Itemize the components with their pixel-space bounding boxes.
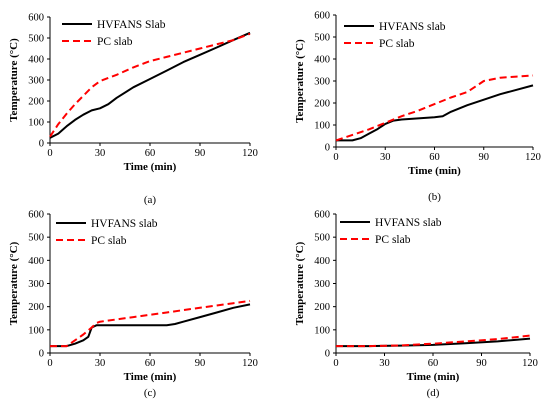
y-axis-title: Temperature (°C) <box>8 241 20 325</box>
y-tick-label: 100 <box>28 118 44 129</box>
x-tick-label: 120 <box>242 358 258 369</box>
y-tick-label: 0 <box>39 139 44 150</box>
legend: HVFANS slab PC slab <box>56 218 158 247</box>
x-tick-label: 60 <box>145 358 156 369</box>
y-tick-label: 400 <box>314 256 330 267</box>
series-line-hvfans <box>49 31 251 139</box>
y-tick-label: 600 <box>314 210 330 221</box>
y-tick-label: 300 <box>28 279 44 290</box>
x-tick-label: 120 <box>522 358 538 369</box>
chart-panel-c: 0 100 200 300 400 500 600 0 30 60 90 120 Time (min) T… <box>8 210 258 400</box>
x-tick-label: 0 <box>47 148 52 159</box>
chart-panel-a: 0 100 200 300 400 500 600 0 30 60 90 120 Time (min) T… <box>8 13 258 207</box>
y-tick-label: 400 <box>28 55 44 66</box>
y-tick-label: 400 <box>314 55 330 66</box>
y-tick-label: 500 <box>314 233 330 244</box>
x-axis-title: Time (min) <box>407 371 460 383</box>
legend: HVFANS Slab PC slab <box>62 19 166 48</box>
x-axis-title: Time (min) <box>124 371 177 383</box>
y-tick-label: 200 <box>314 302 330 313</box>
legend-label: HVFANS slab <box>379 21 446 33</box>
x-tick-label: 0 <box>333 152 338 163</box>
y-axis-title: Temperature (°C) <box>294 39 306 123</box>
y-tick-label: 100 <box>314 121 330 132</box>
y-tick-label: 500 <box>28 34 44 45</box>
panel-caption: (c) <box>144 387 157 399</box>
legend-label: PC slab <box>97 36 133 48</box>
x-tick-label: 30 <box>95 148 106 159</box>
x-tick-label: 90 <box>195 148 206 159</box>
y-axis-title: Temperature (°C) <box>294 241 306 325</box>
x-tick-label: 90 <box>479 152 490 163</box>
y-tick-label: 100 <box>28 325 44 336</box>
x-tick-label: 90 <box>195 358 206 369</box>
legend-label: PC slab <box>91 235 127 247</box>
y-tick-label: 300 <box>314 279 330 290</box>
panel-caption: (a) <box>144 194 157 206</box>
x-tick-label: 60 <box>429 152 440 163</box>
chart-panel-b: 0 100 200 300 400 500 600 0 30 60 90 120 Time (min) T… <box>294 11 541 204</box>
y-tick-label: 0 <box>325 349 330 360</box>
legend-label: PC slab <box>379 38 415 50</box>
panel-caption: (b) <box>428 191 441 203</box>
panel-caption: (d) <box>427 387 440 399</box>
y-tick-label: 300 <box>314 77 330 88</box>
y-tick-label: 0 <box>39 349 44 360</box>
y-tick-label: 0 <box>325 143 330 154</box>
x-tick-label: 60 <box>428 358 439 369</box>
y-tick-label: 200 <box>28 302 44 313</box>
y-tick-label: 100 <box>314 325 330 336</box>
y-tick-label: 600 <box>28 210 44 221</box>
y-tick-label: 400 <box>28 256 44 267</box>
legend-label: HVFANS Slab <box>97 19 166 31</box>
x-tick-label: 30 <box>380 152 391 163</box>
series-line-pc <box>335 74 534 142</box>
series-line-hvfans <box>336 84 534 142</box>
legend-label: HVFANS slab <box>375 217 442 229</box>
y-tick-label: 200 <box>28 97 44 108</box>
legend-label: PC slab <box>375 234 411 246</box>
y-axis-title: Temperature (°C) <box>8 38 20 122</box>
x-tick-label: 60 <box>145 148 156 159</box>
y-tick-label: 300 <box>28 76 44 87</box>
legend-label: HVFANS slab <box>91 218 158 230</box>
y-tick-label: 200 <box>314 99 330 110</box>
x-tick-label: 120 <box>242 148 258 159</box>
series-line-pc <box>49 32 251 138</box>
y-tick-label: 500 <box>28 233 44 244</box>
x-axis-title: Time (min) <box>408 165 461 177</box>
y-tick-label: 600 <box>314 11 330 22</box>
series-line-hvfans <box>50 303 251 348</box>
x-tick-label: 30 <box>379 358 390 369</box>
x-tick-label: 30 <box>95 358 106 369</box>
x-tick-label: 90 <box>476 358 487 369</box>
chart-panel-d: 0 100 200 300 400 500 600 0 30 60 90 120 Time (min) T… <box>294 210 538 400</box>
x-tick-label: 0 <box>333 358 338 369</box>
x-tick-label: 0 <box>47 358 52 369</box>
y-tick-label: 600 <box>28 13 44 24</box>
series-line-pc <box>50 299 251 348</box>
legend: HVFANS slab PC slab <box>344 21 446 50</box>
x-tick-label: 120 <box>525 152 541 163</box>
legend: HVFANS slab PC slab <box>340 217 442 246</box>
series-line-hvfans <box>336 337 531 348</box>
x-axis-title: Time (min) <box>124 161 177 173</box>
y-tick-label: 500 <box>314 33 330 44</box>
